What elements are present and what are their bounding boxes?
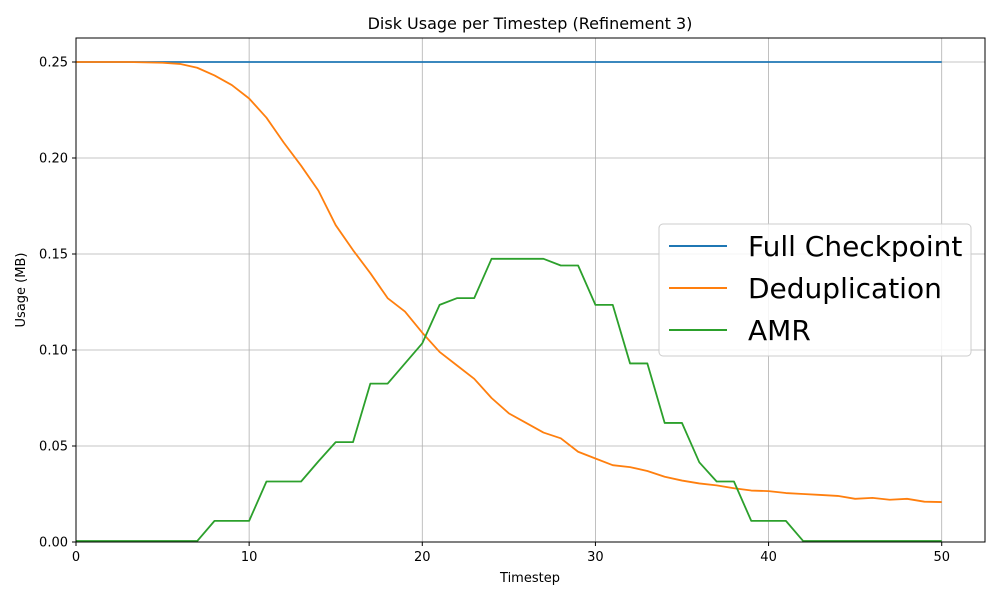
y-tick-label: 0.15: [39, 248, 68, 263]
plot-frame: [75, 37, 986, 543]
legend-label: AMR: [748, 314, 811, 347]
y-axis-label: Usage (MB): [14, 253, 29, 328]
series-line-deduplication: [76, 61, 942, 503]
x-tick-label: 0: [72, 550, 80, 565]
x-tick-label: 20: [414, 550, 431, 565]
x-axis-label: Timestep: [499, 571, 560, 586]
series-layer: [76, 61, 942, 542]
x-tick-label: 30: [587, 550, 604, 565]
tick-layer: 0 10 20 30 40 50 0.00 0.05 0.10 0.15 0.20 0.25: [39, 56, 950, 566]
y-tick-label: 0.25: [39, 56, 68, 71]
y-tick-label: 0.10: [39, 344, 68, 359]
series-line-amr: [76, 257, 942, 542]
y-tick-label: 0.20: [39, 152, 68, 167]
legend-label: Deduplication: [748, 272, 942, 305]
y-tick-label: 0.00: [39, 536, 68, 551]
x-tick-label: 10: [241, 550, 258, 565]
x-tick-label: 40: [760, 550, 777, 565]
legend-label: Full Checkpoint: [748, 230, 962, 263]
legend-box: [658, 223, 972, 357]
legend: Full Checkpoint Deduplication AMR: [658, 223, 972, 357]
x-tick-label: 50: [933, 550, 950, 565]
y-tick-label: 0.05: [39, 440, 68, 455]
chart-title: Disk Usage per Timestep (Refinement 3): [368, 14, 693, 33]
